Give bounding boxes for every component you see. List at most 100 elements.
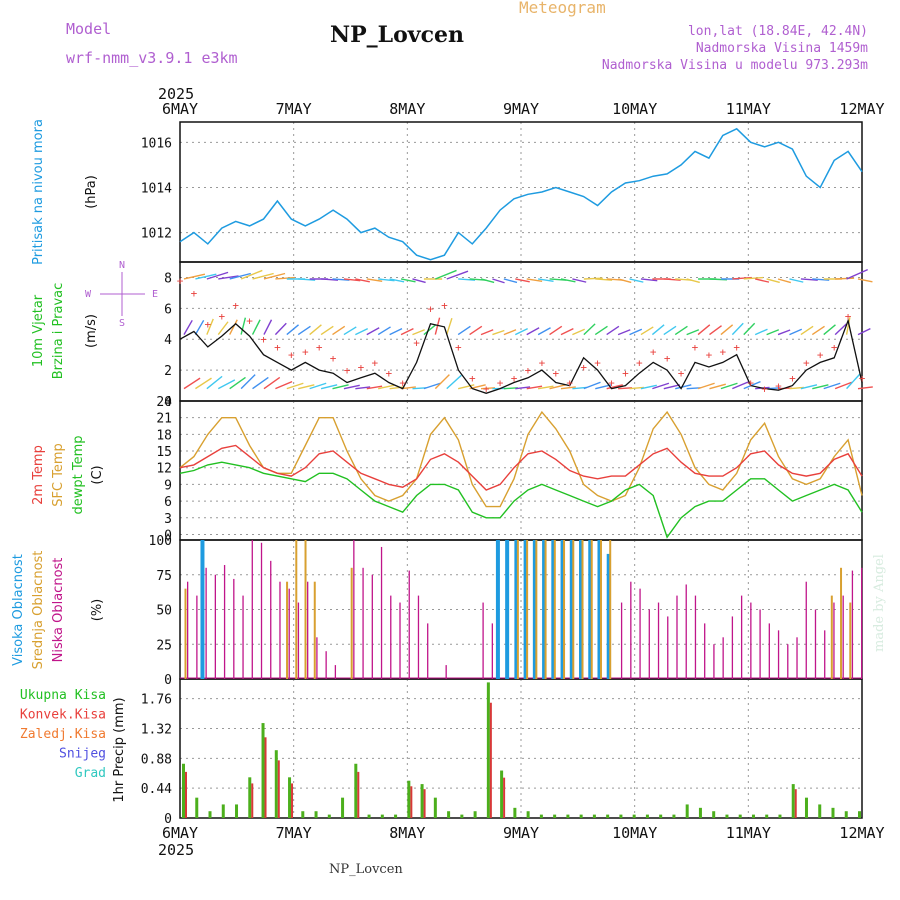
wind-gust-marker: + [232, 299, 239, 312]
y-tick-label-clouds: 25 [156, 638, 172, 653]
wind-gust-marker: + [218, 310, 225, 323]
cloud-bar-srednja [184, 588, 187, 679]
precip-bar [447, 811, 451, 818]
wind-arrow [355, 278, 370, 283]
wind-arrow [434, 317, 441, 335]
wind-arrow [789, 328, 803, 336]
x-tick-label-top: 6MAY [162, 100, 198, 118]
cloud-bar-niska [491, 623, 493, 679]
wind-gust-marker: + [580, 361, 587, 374]
wind-arrow [617, 329, 631, 336]
wind-arrow [857, 278, 873, 283]
x-tick-label-top: 10MAY [612, 100, 657, 118]
wind-arrow [366, 385, 383, 390]
cloud-bar-niska [842, 595, 844, 679]
wind-arrow [309, 324, 322, 336]
cloud-bar-niska [270, 560, 272, 679]
precip-bar [314, 811, 318, 818]
wind-arrow [251, 319, 261, 335]
precip-bar [341, 797, 345, 818]
x-tick-label-bottom: 11MAY [726, 824, 771, 842]
product-title: Meteogram [519, 0, 606, 17]
sfc-temp-axis-label: SFC Temp [51, 443, 66, 507]
wind-arrow [480, 329, 494, 336]
wind-arrow [458, 278, 476, 281]
cloud-bar-niska [851, 570, 854, 679]
wind-arrow [777, 329, 791, 336]
cloud-bar-niska [196, 595, 198, 679]
footer-station: NP_Lovcen [329, 862, 403, 877]
y-tick-label-wind: 4 [164, 333, 172, 348]
wind-gust-marker: + [636, 356, 643, 369]
precip-bar [698, 807, 702, 818]
y-tick-label-temperature: 24 [156, 395, 172, 410]
wind-arrow [549, 325, 563, 336]
precip-bar [354, 763, 358, 818]
precip-conv-bar [264, 737, 267, 818]
wind-arrow [514, 328, 528, 336]
wind-arrow [743, 380, 761, 390]
wind-gust-marker: + [775, 380, 782, 393]
wind-unit-label: (m/s) [84, 314, 99, 348]
wind-arrow [583, 277, 603, 280]
wind-arrow [629, 386, 644, 390]
wind-arrow [755, 278, 770, 283]
wind-gust-marker: + [692, 341, 699, 354]
y-tick-label-temperature: 6 [164, 495, 172, 510]
precip-bar [367, 814, 371, 818]
wind-arrow [343, 326, 357, 336]
wind-arrow [217, 321, 229, 336]
wind-arrow [629, 328, 643, 336]
precip-bar [553, 814, 557, 818]
wind-arrow [686, 329, 700, 336]
wind-arrow [343, 278, 361, 282]
wind-axis-label-1: 10m Vjetar [31, 294, 46, 367]
precip-bar [844, 811, 848, 818]
cloud-bar-niska [362, 567, 364, 679]
cloud-bar-niska [648, 609, 650, 679]
wind-arrow [572, 386, 587, 390]
wind-gust-marker: + [622, 367, 629, 380]
cloud-bar-visoka [495, 540, 500, 679]
precip-bar [606, 814, 610, 818]
wind-arrow [229, 376, 246, 390]
wind-arrow [434, 374, 450, 390]
cloud-bar-niska [777, 630, 780, 679]
cloud-bar-niska [768, 623, 770, 679]
cloud-bar-niska [630, 581, 632, 679]
wind-gust-marker: + [497, 376, 504, 389]
wind-arrow [435, 269, 457, 280]
wind-arrow [274, 322, 287, 336]
wind-arrow [583, 323, 596, 336]
wind-arrow [286, 382, 304, 390]
wind-arrow [834, 381, 853, 390]
wind-arrow [263, 272, 286, 280]
cloud-bar-niska [417, 595, 420, 679]
dewpt-axis-label: dewpt Temp [71, 435, 86, 514]
cloud-bar-srednja [553, 540, 556, 679]
wind-arrow [229, 319, 238, 335]
precip-bar [248, 777, 252, 818]
cloud-bar-srednja [544, 540, 547, 679]
wind-arrow [309, 382, 327, 390]
cloud-bar-srednja [590, 540, 593, 679]
cloud-bar-niska [685, 584, 687, 679]
cloud-bar-niska [325, 651, 327, 679]
cloud-bar-niska [390, 595, 392, 679]
x-tick-label-bottom: 12MAY [839, 824, 884, 842]
wind-arrow [549, 384, 566, 390]
wind-gust-marker: + [678, 367, 685, 380]
wind-arrow [812, 384, 829, 390]
pressure-axis-label: Pritisak na nivou mora [31, 119, 46, 265]
cloud-bar-niska [307, 581, 309, 679]
wind-arrow [640, 326, 654, 336]
cloud-bar-niska [805, 581, 807, 679]
wind-arrow [492, 329, 505, 336]
cloud-bar-niska [297, 602, 300, 679]
precip-bar [208, 811, 212, 818]
wind-arrow [195, 273, 217, 280]
wind-arrow [811, 325, 825, 336]
wind-arrow [355, 386, 371, 390]
wind-arrow [709, 325, 722, 336]
wind-gust-marker: + [358, 361, 365, 374]
